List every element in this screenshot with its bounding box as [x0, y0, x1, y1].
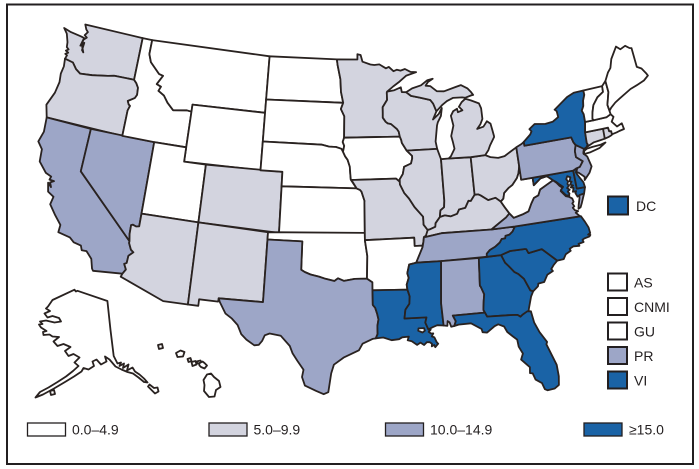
svg-text:GU: GU — [634, 324, 655, 340]
svg-text:5.0–9.9: 5.0–9.9 — [254, 422, 301, 438]
svg-text:AS: AS — [634, 275, 653, 291]
svg-text:10.0–14.9: 10.0–14.9 — [430, 422, 492, 438]
svg-text:≥15.0: ≥15.0 — [629, 422, 664, 438]
svg-text:0.0–4.9: 0.0–4.9 — [72, 422, 119, 438]
svg-text:CNMI: CNMI — [634, 299, 670, 315]
svg-text:PR: PR — [634, 348, 653, 364]
svg-text:DC: DC — [636, 198, 656, 214]
svg-text:VI: VI — [634, 373, 647, 389]
